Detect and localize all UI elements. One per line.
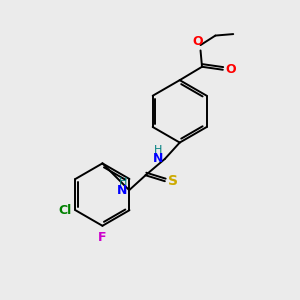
Text: S: S xyxy=(168,174,178,188)
Text: H: H xyxy=(118,177,127,187)
Text: O: O xyxy=(193,35,203,48)
Text: O: O xyxy=(225,63,236,76)
Text: F: F xyxy=(98,231,107,244)
Text: Cl: Cl xyxy=(58,204,72,217)
Text: H: H xyxy=(154,146,163,155)
Text: N: N xyxy=(153,152,164,164)
Text: N: N xyxy=(117,184,128,196)
